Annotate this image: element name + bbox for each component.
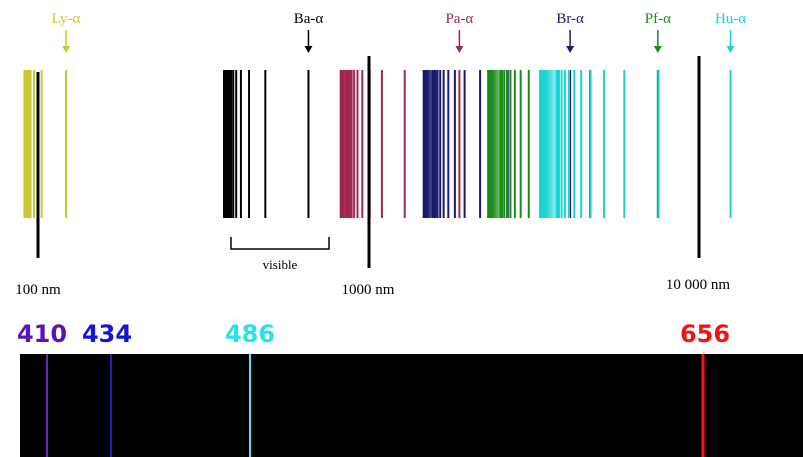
series-label: Hu-α (715, 11, 746, 27)
scale-label: 100 nm (15, 282, 61, 298)
series-label: Pa-α (445, 11, 473, 27)
series-arrowhead (455, 46, 463, 53)
series-label: Br-α (556, 11, 584, 27)
visible-label: visible (263, 257, 298, 272)
series-arrowhead (654, 46, 662, 53)
series-arrowhead (62, 46, 70, 53)
series-label: Pf-α (645, 11, 671, 27)
series-label: Ly-α (52, 11, 81, 27)
foreground: visible 100 nm 1000 nm 10 000 nm 410 434… (15, 11, 803, 457)
wavelength-label: 434 (82, 320, 132, 348)
spectral-lines (25, 70, 731, 218)
scale-label: 10 000 nm (666, 277, 731, 293)
scale-label: 1000 nm (342, 282, 395, 298)
visible-spectrum (20, 354, 803, 457)
series-arrowhead (566, 46, 574, 53)
wavelength-label: 656 (680, 320, 730, 348)
series-arrowhead (727, 46, 735, 53)
series-arrowhead (304, 46, 312, 53)
series-label: Ba-α (294, 11, 324, 27)
visible-bracket (231, 237, 329, 249)
wavelength-label: 486 (225, 320, 275, 348)
wavelength-label: 410 (17, 320, 67, 348)
hydrogen-spectrum-diagram: visible 100 nm 1000 nm 10 000 nm 410 434… (0, 0, 803, 457)
